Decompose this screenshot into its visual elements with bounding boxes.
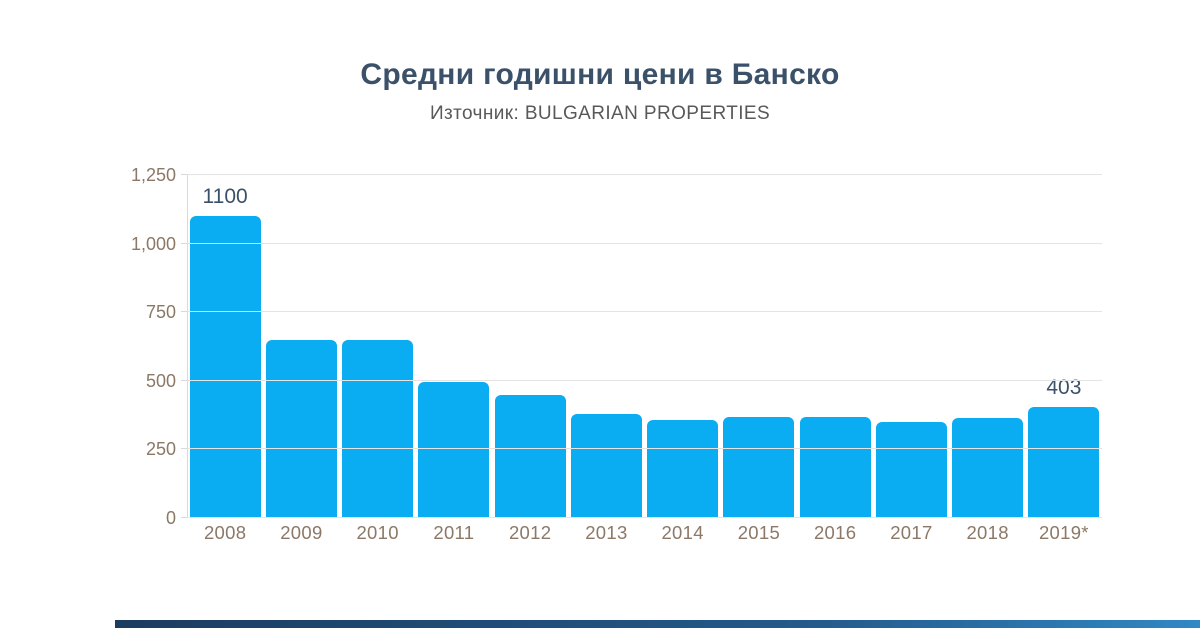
bar-slot-2012 (492, 175, 568, 518)
chart-subtitle: Източник: BULGARIAN PROPERTIES (429, 103, 771, 124)
bar-2010 (342, 339, 414, 518)
bar-2009 (265, 339, 337, 518)
y-tick-label: 0 (165, 508, 176, 528)
x-tick-label-2012: 2012 (508, 522, 552, 543)
y-tick-1000 (181, 242, 187, 244)
bar-slot-2015 (721, 175, 797, 518)
x-tick-label-2009: 2009 (280, 522, 323, 543)
x-tick-label-2008: 2008 (203, 522, 247, 543)
bar-2015 (723, 416, 795, 518)
bar-2016 (799, 417, 871, 518)
y-tick-250 (181, 448, 187, 450)
bar-slot-2009 (263, 175, 339, 518)
x-tick-label-2013: 2013 (585, 522, 628, 543)
y-axis-labels: 0 250 500 750 1,000 1,250 (0, 165, 176, 528)
bar-2013 (570, 414, 642, 518)
bar-slot-2010 (340, 175, 416, 518)
bar-2019*: 403 (1028, 376, 1100, 518)
y-tick-1250 (181, 174, 187, 175)
y-tick-label: 250 (145, 439, 176, 460)
bar-value-label-2008: 1100 (202, 185, 248, 209)
x-axis-labels: 2008 2009 2010 2011 2012 2013 2014 2015 2016 2017… (187, 522, 1102, 544)
y-tick-0 (181, 517, 187, 518)
bar-slot-2013 (568, 175, 644, 518)
bar-slot-2008: 1100 (187, 175, 263, 518)
bar-2017 (875, 422, 947, 518)
x-tick-label-2010: 2010 (356, 522, 399, 543)
y-tick-750 (181, 311, 187, 313)
chart-title: Средни годишни цени в Банско (360, 58, 840, 91)
y-tick-label: 500 (145, 370, 176, 391)
bar-slot-2019*: 403 (1026, 175, 1102, 518)
gridline-1000 (187, 242, 1102, 244)
bar-2014 (647, 419, 719, 518)
y-tick-500 (181, 379, 187, 381)
x-tick-label-2014: 2014 (661, 522, 704, 543)
y-tick-label: 1,000 (130, 233, 176, 254)
bar-2012 (494, 394, 566, 518)
y-tick-label: 1,250 (130, 165, 176, 185)
y-tick-label: 750 (145, 302, 176, 323)
x-tick-label-2011: 2011 (433, 522, 475, 543)
gridline-250 (187, 448, 1102, 450)
bar-2018 (952, 417, 1024, 518)
bar-2011 (418, 382, 490, 518)
bar-value-label-2019*: 403 (1046, 376, 1082, 400)
x-tick-label-2018: 2018 (966, 522, 1009, 543)
footer-brand-bar (115, 620, 1200, 628)
bar-2008: 1100 (189, 185, 261, 518)
y-axis-line (187, 175, 188, 518)
x-tick-label-2016: 2016 (813, 522, 857, 543)
gridline-1250 (187, 174, 1102, 175)
x-tick-label-2017: 2017 (890, 522, 933, 543)
plot-area: 1100 403 (181, 174, 1102, 518)
bar-slot-2017 (873, 175, 949, 518)
gridline-0 (187, 517, 1102, 518)
bar-slot-2014 (645, 175, 721, 518)
gridline-750 (187, 311, 1102, 313)
bars-container: 1100 403 (187, 175, 1102, 518)
bar-slot-2016 (797, 175, 873, 518)
bar-slot-2011 (416, 175, 492, 518)
bar-slot-2018 (950, 175, 1026, 518)
gridline-500 (187, 379, 1102, 381)
x-tick-label-2019*: 2019* (1038, 522, 1089, 543)
x-tick-label-2015: 2015 (737, 522, 781, 543)
